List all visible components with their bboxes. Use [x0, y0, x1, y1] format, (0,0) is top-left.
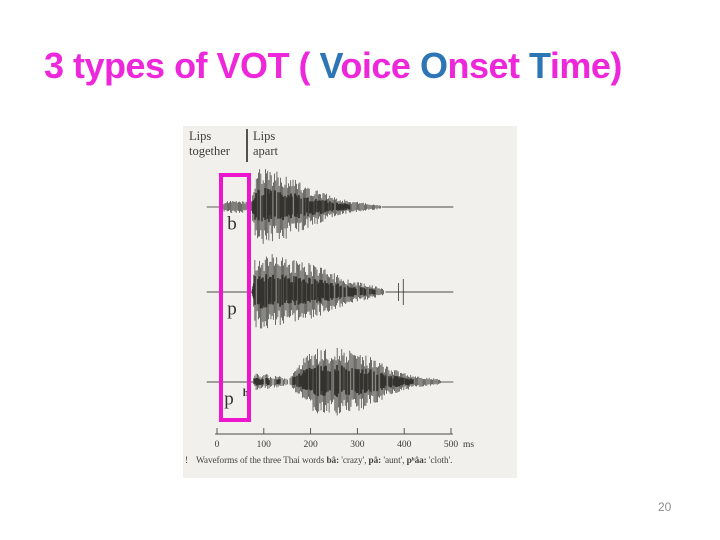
- title-segment-magenta: ime): [549, 45, 623, 86]
- lips-apart-label: Lips apart: [253, 129, 278, 158]
- caption-segment: 'cloth'.: [426, 456, 453, 466]
- caption-segment: 'aunt',: [381, 456, 407, 466]
- caption-segment: Waveforms of the three Thai words: [196, 456, 327, 466]
- lips-divider-line: [246, 129, 248, 162]
- x-axis-tick-label: 400: [397, 440, 412, 450]
- waveform-label-p: p: [227, 298, 237, 320]
- lips-together-label: Lips together: [189, 129, 230, 158]
- waveform-plot: 0 100 200 300 400 500 ms: [206, 169, 474, 450]
- caption-text: Waveforms of the three Thai words bâ: 'c…: [196, 456, 452, 466]
- page-number: 20: [658, 500, 672, 514]
- waveform-label-b: b: [227, 213, 237, 235]
- caption-segment: 'crazy',: [339, 456, 369, 466]
- slide-title: 3 types of VOT ( Voice Onset Time): [44, 44, 704, 88]
- x-axis-tick-label: 300: [350, 440, 365, 450]
- figure-caption: ! Waveforms of the three Thai words bâ: '…: [185, 456, 517, 466]
- x-axis-tick-label: 500: [444, 440, 459, 450]
- x-axis-tick-label: 100: [257, 440, 272, 450]
- x-axis-unit-label: ms: [463, 440, 474, 450]
- caption-segment: pâ:: [368, 456, 382, 466]
- title-segment-magenta: oice: [340, 45, 420, 86]
- vot-waveform-figure: 0 100 200 300 400 500 ms Lips together Lips apar…: [183, 126, 517, 478]
- title-segment-magenta: 3 types of VOT (: [44, 45, 320, 86]
- x-axis-tick-label: 0: [215, 440, 220, 450]
- caption-segment: pʰâa:: [406, 456, 427, 466]
- title-segment-blue: O: [419, 45, 448, 86]
- caption-segment: bâ:: [326, 456, 340, 466]
- title-segment-magenta: nset: [447, 45, 529, 86]
- title-segment-blue: V: [319, 45, 341, 86]
- title-segment-blue: T: [528, 45, 550, 86]
- vot-highlight-box: [219, 173, 251, 422]
- caption-prefix: !: [185, 456, 188, 466]
- x-axis-tick-label: 200: [303, 440, 318, 450]
